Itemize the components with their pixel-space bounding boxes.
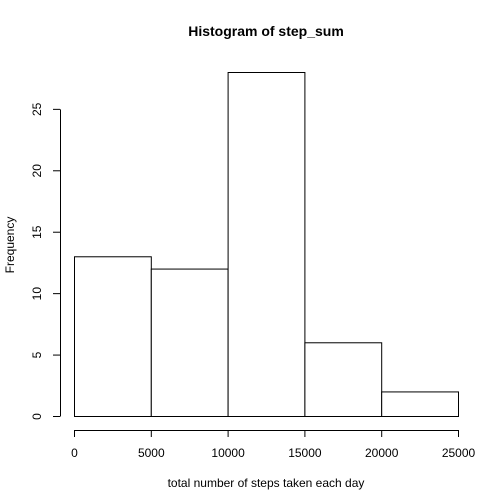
x-tick-label-2: 10000	[211, 446, 245, 460]
x-tick-label-0: 0	[71, 446, 78, 460]
y-axis: 0 5 10 15 20 25	[30, 102, 61, 420]
bars-group	[74, 72, 460, 418]
x-axis: 0 5000 10000 15000 20000 25000	[71, 430, 476, 460]
y-tick-label-5: 25	[30, 102, 44, 116]
x-tick-label-5: 25000	[442, 446, 476, 460]
x-tick-label-4: 20000	[365, 446, 399, 460]
x-tick-label-3: 15000	[288, 446, 322, 460]
x-tick-label-1: 5000	[138, 446, 165, 460]
y-tick-label-4: 20	[30, 164, 44, 178]
y-tick-label-2: 10	[30, 287, 44, 301]
histogram-bar-4	[381, 391, 460, 417]
chart-title: Histogram of step_sum	[188, 23, 344, 39]
histogram-bar-2	[227, 72, 306, 417]
histogram-bar-3	[304, 342, 383, 417]
y-axis-label: Frequency	[3, 217, 17, 274]
histogram-bar-0	[74, 256, 152, 417]
histogram-bar-1	[150, 268, 229, 418]
y-tick-label-1: 5	[30, 351, 44, 358]
y-tick-label-3: 15	[30, 225, 44, 239]
x-axis-label: total number of steps taken each day	[168, 476, 365, 490]
y-tick-label-0: 0	[30, 413, 44, 420]
